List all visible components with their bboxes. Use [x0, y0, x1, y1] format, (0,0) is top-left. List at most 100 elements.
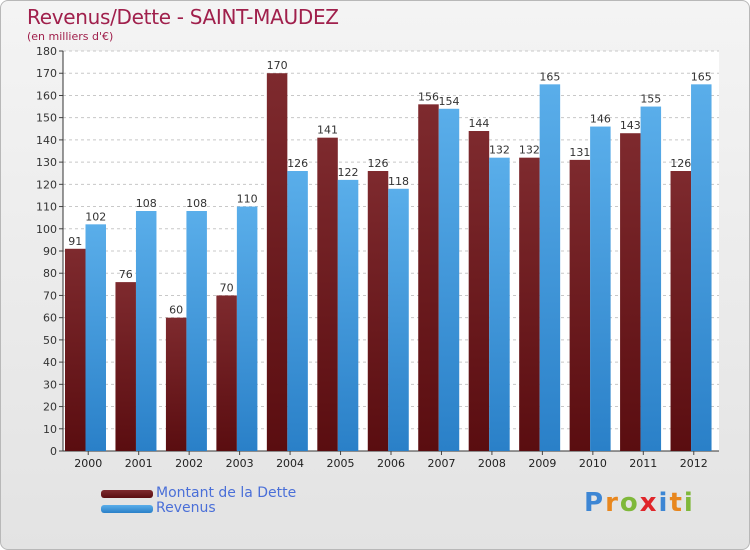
bar-revenus [287, 171, 308, 451]
logo-letter: P [584, 488, 606, 518]
legend-label-revenus: Revenus [156, 500, 216, 516]
data-label: 108 [186, 197, 207, 210]
x-tick-label: 2009 [528, 457, 556, 470]
y-tick-label: 50 [43, 334, 57, 347]
y-tick-label: 80 [43, 267, 57, 280]
x-tick-label: 2012 [680, 457, 708, 470]
logo-letter: i [658, 488, 670, 518]
data-label: 122 [338, 166, 359, 179]
data-label: 131 [569, 146, 590, 159]
y-tick-label: 70 [43, 289, 57, 302]
proxiti-logo: Proxiti [584, 488, 695, 518]
data-label: 102 [85, 210, 106, 223]
data-label: 141 [317, 124, 338, 137]
y-tick-label: 180 [36, 45, 57, 58]
y-tick-label: 60 [43, 312, 57, 325]
data-label: 143 [620, 119, 641, 132]
bar-revenus [539, 84, 561, 451]
y-tick-label: 0 [50, 445, 57, 458]
logo-letter: i [683, 488, 695, 518]
y-tick-label: 110 [36, 201, 57, 214]
bar-dette [165, 317, 187, 451]
bar-dette [468, 131, 490, 451]
data-label: 126 [670, 157, 691, 170]
y-tick-label: 40 [43, 356, 57, 369]
y-tick-label: 30 [43, 378, 57, 391]
data-label: 170 [267, 59, 288, 72]
data-label: 76 [119, 268, 133, 281]
bar-dette [418, 104, 439, 451]
x-tick-label: 2011 [629, 457, 657, 470]
bar-dette [65, 248, 86, 451]
y-tick-label: 160 [36, 89, 57, 102]
bar-revenus [337, 179, 359, 451]
data-label: 126 [368, 157, 389, 170]
x-tick-label: 2001 [125, 457, 153, 470]
data-label: 156 [418, 90, 439, 103]
x-tick-label: 2002 [175, 457, 203, 470]
bar-revenus [85, 224, 106, 451]
data-label: 132 [489, 144, 510, 157]
bar-revenus [691, 84, 712, 451]
x-tick-label: 2004 [276, 457, 304, 470]
data-label: 154 [438, 95, 459, 108]
x-tick-label: 2007 [427, 457, 455, 470]
data-label: 144 [468, 117, 489, 130]
bar-revenus [236, 206, 258, 451]
data-label: 118 [388, 175, 409, 188]
data-label: 70 [220, 281, 234, 294]
bar-dette [367, 171, 389, 451]
logo-letter: x [639, 488, 659, 518]
data-label: 165 [539, 70, 560, 83]
y-tick-label: 150 [36, 112, 57, 125]
data-label: 146 [590, 113, 611, 126]
data-label: 132 [519, 144, 540, 157]
bar-revenus [489, 157, 510, 451]
bar-dette [569, 159, 591, 451]
bar-revenus [186, 211, 207, 451]
bar-revenus [590, 126, 611, 452]
y-tick-label: 120 [36, 178, 57, 191]
data-label: 126 [287, 157, 308, 170]
x-tick-label: 2006 [377, 457, 405, 470]
y-tick-label: 100 [36, 223, 57, 236]
chart-subtitle: (en milliers d'€) [27, 30, 114, 43]
y-tick-label: 20 [43, 401, 57, 414]
y-tick-label: 130 [36, 156, 57, 169]
y-tick-label: 140 [36, 134, 57, 147]
legend-swatch-dette [101, 490, 153, 498]
bar-dette [317, 137, 338, 451]
bar-revenus [640, 106, 662, 452]
x-tick-label: 2003 [226, 457, 254, 470]
bar-revenus [135, 211, 157, 451]
bar-dette [115, 282, 136, 451]
data-label: 91 [68, 235, 82, 248]
legend-swatch-revenus [101, 505, 153, 513]
data-label: 108 [136, 197, 157, 210]
bar-revenus [438, 108, 460, 452]
data-label: 110 [237, 193, 258, 206]
bar-dette [519, 157, 540, 451]
legend-label-dette: Montant de la Dette [156, 485, 297, 501]
data-label: 165 [691, 70, 712, 83]
logo-letter: o [619, 488, 640, 518]
x-tick-label: 2010 [579, 457, 607, 470]
bar-dette [620, 133, 641, 451]
y-tick-label: 90 [43, 245, 57, 258]
y-tick-label: 10 [43, 423, 57, 436]
x-tick-label: 2008 [478, 457, 506, 470]
logo-letter: r [605, 488, 620, 518]
bar-dette [216, 295, 237, 451]
bar-dette [670, 171, 692, 451]
data-label: 60 [169, 304, 183, 317]
y-tick-label: 170 [36, 67, 57, 80]
logo-letter: t [669, 488, 684, 518]
chart-title: Revenus/Dette - SAINT-MAUDEZ [27, 5, 339, 29]
bar-revenus [388, 188, 409, 451]
x-tick-label: 2005 [327, 457, 355, 470]
bar-dette [266, 73, 288, 451]
x-tick-label: 2000 [74, 457, 102, 470]
data-label: 155 [640, 93, 661, 106]
